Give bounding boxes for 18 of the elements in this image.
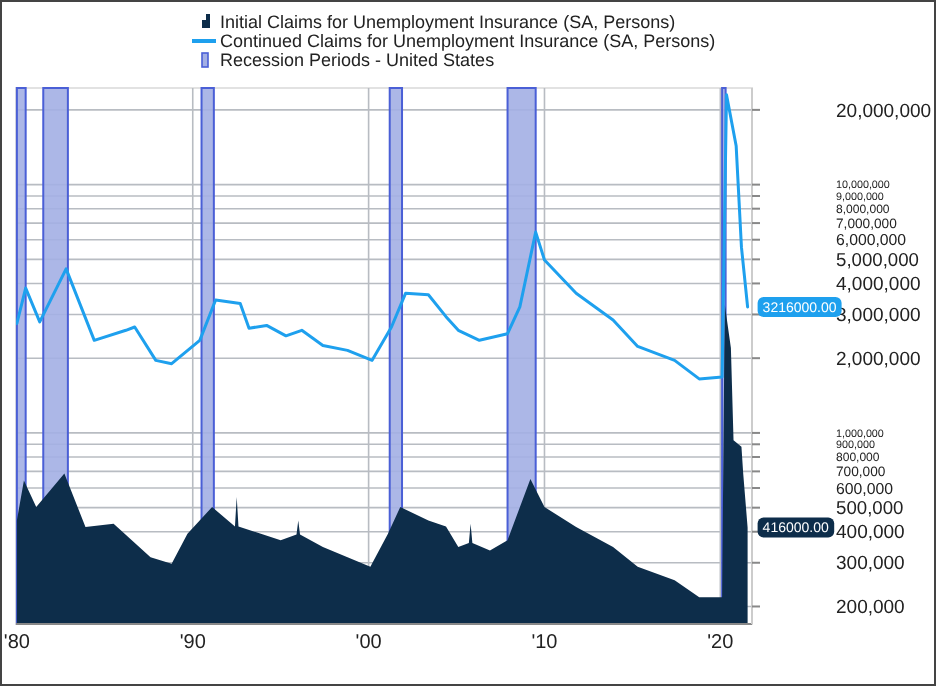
x-tick-label: '00 xyxy=(355,632,383,654)
y-tick-label: 2,000,000 xyxy=(836,348,921,371)
x-tick-label: '80 xyxy=(3,632,31,654)
legend-label: Recession Periods - United States xyxy=(220,50,496,71)
legend-label: Continued Claims for Unemployment Insurance (SA, Persons) xyxy=(220,31,716,52)
y-tick-label: 4,000,000 xyxy=(836,274,921,297)
x-tick-label: '10 xyxy=(531,632,559,654)
y-tick-label: 200,000 xyxy=(836,597,905,620)
y-tick-label: 5,000,000 xyxy=(836,249,919,270)
y-tick-label: 300,000 xyxy=(836,553,905,576)
y-tick-label: 20,000,000 xyxy=(836,100,932,123)
x-tick-label: '20 xyxy=(707,632,735,654)
x-tick-label: '90 xyxy=(179,632,207,654)
y-tick-label: 3,000,000 xyxy=(836,305,921,328)
line-series xyxy=(16,93,750,381)
y-tick-label: 500,000 xyxy=(836,498,904,519)
y-tick-label: 400,000 xyxy=(836,522,905,545)
legend-label: Initial Claims for Unemployment Insurance (SA, Persons) xyxy=(220,12,676,33)
